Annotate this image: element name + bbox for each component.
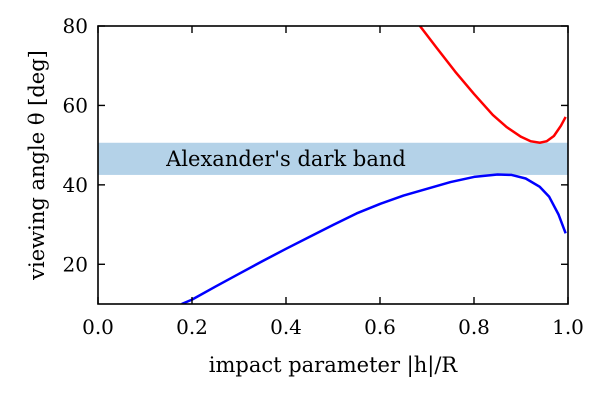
x-tick-label: 0.4 xyxy=(270,315,302,339)
plot-frame xyxy=(97,25,569,305)
y-tick-label: 80 xyxy=(63,14,88,38)
y-tick-label: 60 xyxy=(63,93,88,117)
x-tick-label: 0.6 xyxy=(364,315,396,339)
series-line-2 xyxy=(181,173,567,304)
dark-band-region xyxy=(98,142,568,175)
y-axis-label: viewing angle θ [deg] xyxy=(25,50,49,281)
x-axis-label: impact parameter |h|/R xyxy=(209,353,459,378)
y-tick-label: 20 xyxy=(63,252,88,276)
x-tick-label: 0.2 xyxy=(176,315,208,339)
y-tick-label: 40 xyxy=(63,173,88,197)
x-tick-label: 1.0 xyxy=(552,315,584,339)
x-tick-label: 0.0 xyxy=(82,315,114,339)
band-label: Alexander's dark band xyxy=(165,147,406,171)
series-line-1 xyxy=(418,26,567,145)
x-tick-label: 0.8 xyxy=(458,315,490,339)
